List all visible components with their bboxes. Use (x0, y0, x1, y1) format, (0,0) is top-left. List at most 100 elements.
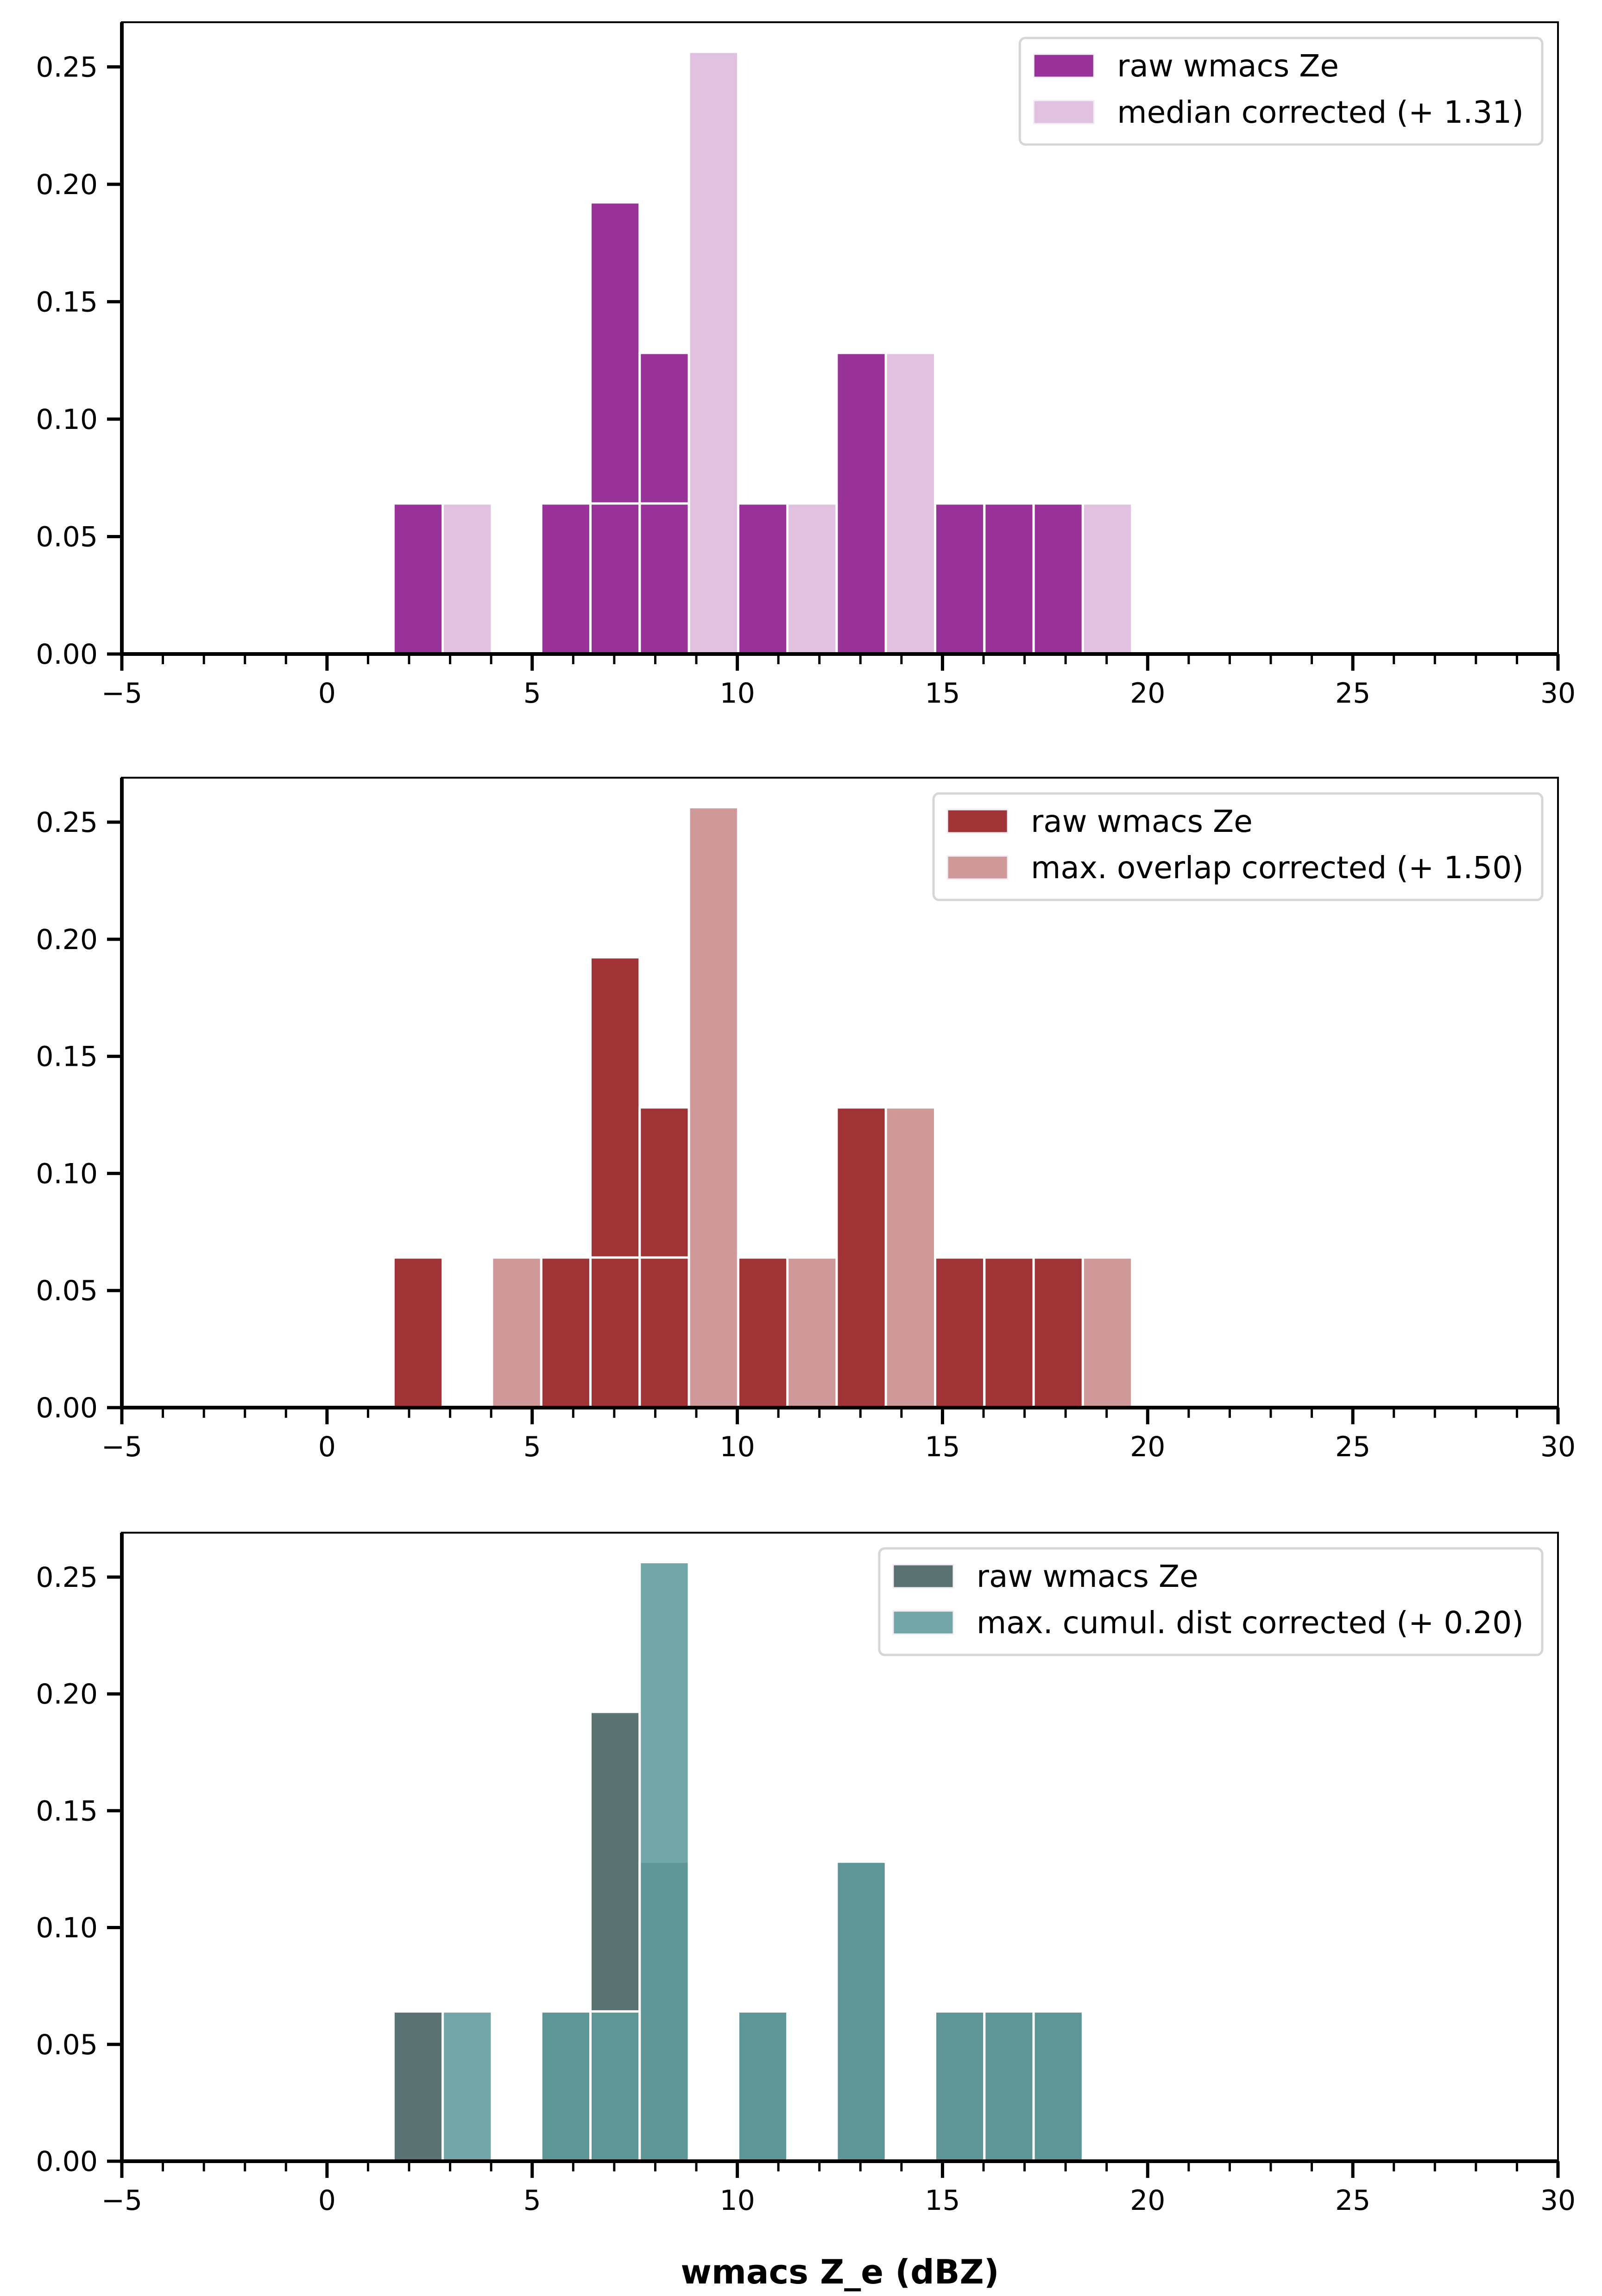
raw-histogram-bar (737, 1256, 789, 1409)
legend-swatch-corrected (892, 1610, 954, 1635)
corrected-histogram-bar (835, 1860, 887, 2163)
corrected-histogram-bar (933, 2010, 986, 2163)
corrected-histogram-bar (1032, 2010, 1084, 2163)
raw-histogram-bar (737, 502, 789, 655)
x-tick-label: 25 (1335, 1431, 1370, 1463)
x-tick-label: 10 (719, 2184, 755, 2217)
x-tick-label: 20 (1130, 2184, 1165, 2217)
raw-histogram-bar (392, 502, 444, 655)
panel-max-cumul-dist-corrected: −5 0 5 10 15 20 25 30 0.00 0.05 0.10 0.15 0.20 0.25 ra… (36, 1532, 1576, 2217)
corrected-histogram-bar (1081, 502, 1134, 655)
x-tick-label: 15 (925, 2184, 960, 2217)
x-tick-label: −5 (101, 677, 142, 710)
x-axis-label: wmacs Z_e (dBZ) (681, 2252, 999, 2291)
x-tick-label: 30 (1540, 1431, 1576, 1463)
raw-histogram-bar (933, 1256, 986, 1409)
y-tick-label: 0.00 (36, 1392, 98, 1424)
corrected-histogram-bar (687, 50, 739, 655)
corrected-histogram-bar (884, 1106, 936, 1409)
corrected-histogram-bar (589, 2010, 641, 2163)
corrected-histogram-bar (540, 2010, 592, 2163)
x-tick-label: 0 (318, 2184, 336, 2217)
corrected-histogram-bar (983, 2010, 1035, 2163)
x-tick-label: 0 (318, 1431, 336, 1463)
x-tick-label: 25 (1335, 2184, 1370, 2217)
y-tick-label: 0.25 (36, 51, 98, 83)
legend-swatch-corrected (1033, 100, 1095, 125)
x-tick-label: 10 (719, 677, 755, 710)
y-tick-label: 0.15 (36, 1795, 98, 1827)
x-tick-label: 20 (1130, 1431, 1165, 1463)
legend-swatch-raw (946, 809, 1009, 834)
legend-label-raw: raw wmacs Ze (1117, 48, 1339, 84)
corrected-histogram-bar (638, 1256, 690, 1409)
x-tick-label: 20 (1130, 677, 1165, 710)
raw-histogram-bar (589, 201, 641, 655)
x-tick-label: 5 (523, 1431, 541, 1463)
legend-swatch-corrected (946, 855, 1009, 880)
corrected-histogram-bar (638, 502, 690, 655)
corrected-histogram-bar (786, 502, 838, 655)
corrected-histogram-bar (589, 502, 641, 655)
corrected-histogram-bar (737, 2010, 789, 2163)
y-tick-label: 0.15 (36, 286, 98, 318)
corrected-histogram-bar (441, 502, 493, 655)
x-tick-label: −5 (101, 1431, 142, 1463)
x-tick-label: 30 (1540, 2184, 1576, 2217)
legend-swatch-raw (1033, 53, 1095, 78)
legend-label-raw: raw wmacs Ze (977, 1559, 1198, 1594)
panel-median-corrected: −5 0 5 10 15 20 25 30 0.00 0.05 0.10 0.15 0.20 0.25 ra… (36, 21, 1576, 710)
corrected-histogram-bar (884, 352, 936, 655)
corrected-histogram-bar (983, 502, 1035, 655)
corrected-histogram-bar (1081, 1256, 1134, 1409)
y-tick-label: 0.05 (36, 1275, 98, 1307)
x-tick-label: 0 (318, 677, 336, 710)
legend-box (932, 792, 1544, 901)
corrected-histogram-bar (638, 1561, 690, 2163)
x-tick-label: 30 (1540, 677, 1576, 710)
y-tick-label: 0.10 (36, 1912, 98, 1944)
x-tick-label: 5 (523, 677, 541, 710)
corrected-histogram-bar (687, 806, 739, 1409)
raw-histogram-bar (983, 502, 1035, 655)
y-tick-label: 0.05 (36, 2029, 98, 2061)
x-tick-label: 5 (523, 2184, 541, 2217)
corrected-histogram-bar (1032, 1256, 1084, 1409)
panel-max-overlap-corrected: −5 0 5 10 15 20 25 30 0.00 0.05 0.10 0.15 0.20 0.25 ra… (36, 777, 1576, 1463)
corrected-histogram-bar (983, 1256, 1035, 1409)
legend-label-corrected: max. cumul. dist corrected (+ 0.20) (977, 1605, 1524, 1641)
x-tick-label: 10 (719, 1431, 755, 1463)
legend: raw wmacs Ze max. cumul. dist corrected (… (878, 1547, 1544, 1656)
y-tick-label: 0.25 (36, 1561, 98, 1594)
corrected-histogram-bar (491, 1256, 542, 1409)
legend: raw wmacs Ze max. overlap corrected (+ 1.… (932, 792, 1544, 901)
x-tick-label: −5 (101, 2184, 142, 2217)
raw-histogram-bar (933, 502, 986, 655)
corrected-histogram-bar (1032, 502, 1084, 655)
legend-box (878, 1547, 1544, 1656)
legend-swatch-raw (892, 1564, 954, 1589)
raw-histogram-bar (392, 2010, 444, 2163)
x-tick-label: 15 (925, 1431, 960, 1463)
legend-label-raw: raw wmacs Ze (1031, 804, 1253, 839)
y-tick-label: 0.10 (36, 1157, 98, 1190)
y-tick-label: 0.20 (36, 1678, 98, 1711)
y-tick-label: 0.20 (36, 169, 98, 201)
legend-label-corrected: median corrected (+ 1.31) (1117, 94, 1524, 130)
y-tick-label: 0.05 (36, 521, 98, 553)
y-tick-label: 0.25 (36, 806, 98, 839)
x-tick-label: 25 (1335, 677, 1370, 710)
raw-histogram-bar (392, 1256, 444, 1409)
corrected-histogram-bar (441, 2010, 493, 2163)
legend-box (1018, 37, 1544, 146)
legend: raw wmacs Ze median corrected (+ 1.31) (1018, 37, 1544, 146)
corrected-histogram-bar (589, 1256, 641, 1409)
raw-histogram-bar (835, 352, 887, 655)
y-tick-label: 0.15 (36, 1041, 98, 1073)
y-tick-label: 0.10 (36, 403, 98, 436)
raw-histogram-bar (835, 1106, 887, 1409)
raw-histogram-bar (540, 1256, 592, 1409)
raw-histogram-bar (540, 502, 592, 655)
x-tick-label: 15 (925, 677, 960, 710)
